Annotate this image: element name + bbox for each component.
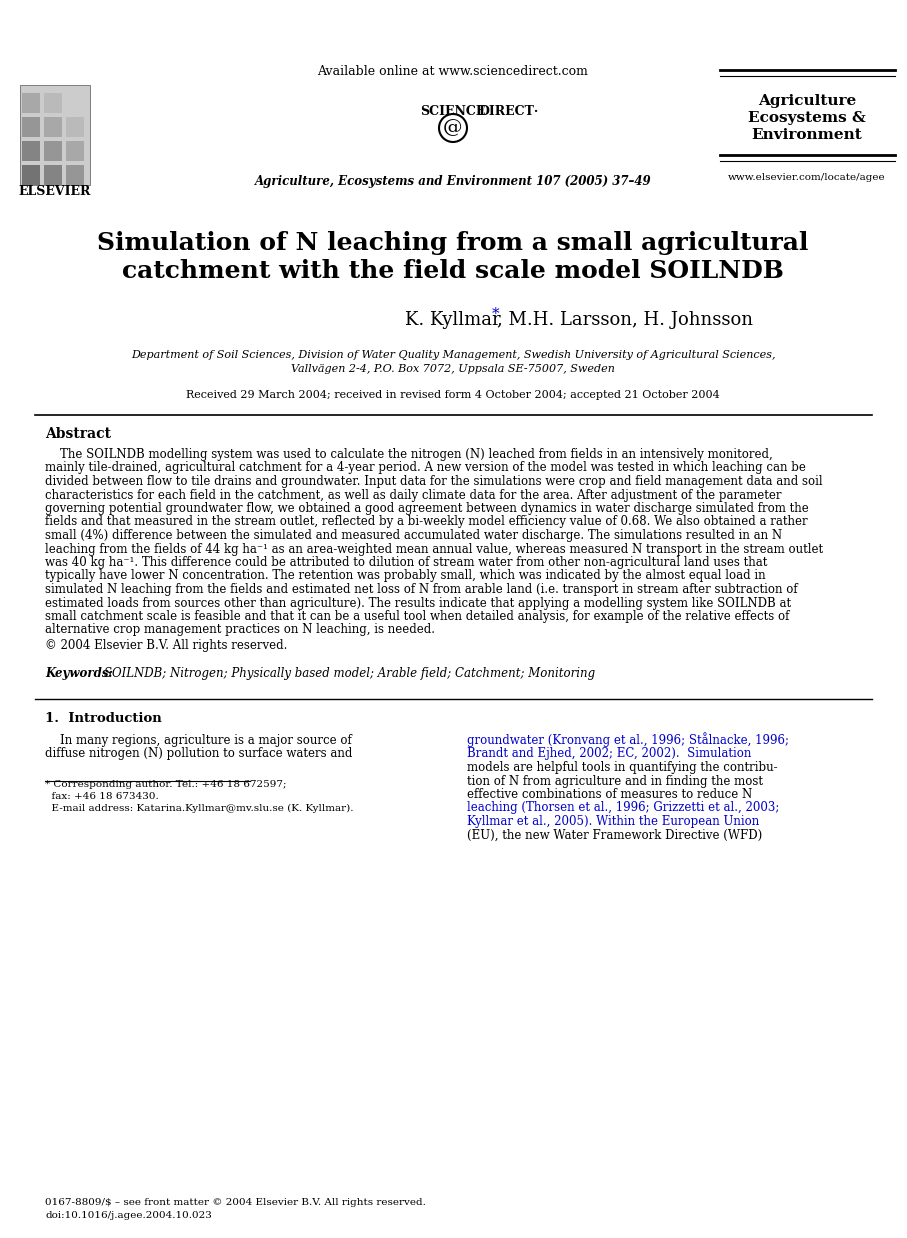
Text: simulated N leaching from the fields and estimated net loss of N from arable lan: simulated N leaching from the fields and… [45, 583, 797, 595]
Text: (EU), the new Water Framework Directive (WFD): (EU), the new Water Framework Directive … [467, 828, 762, 842]
Text: Environment: Environment [752, 128, 863, 142]
Bar [66, 118, 84, 137]
Text: 1.  Introduction: 1. Introduction [45, 712, 161, 725]
Text: models are helpful tools in quantifying the contribu-: models are helpful tools in quantifying … [467, 761, 777, 774]
Text: effective combinations of measures to reduce N: effective combinations of measures to re… [467, 789, 752, 801]
Text: Brandt and Ejhed, 2002; EC, 2002).  Simulation: Brandt and Ejhed, 2002; EC, 2002). Simul… [467, 748, 751, 760]
Text: characteristics for each field in the catchment, as well as daily climate data f: characteristics for each field in the ca… [45, 489, 782, 501]
Text: small (4%) difference between the simulated and measured accumulated water disch: small (4%) difference between the simula… [45, 529, 782, 542]
Text: K. Kyllmar: K. Kyllmar [405, 311, 501, 329]
Text: The SOILNDB modelling system was used to calculate the nitrogen (N) leached from: The SOILNDB modelling system was used to… [45, 448, 773, 461]
Bar [44, 141, 62, 161]
Text: Agriculture: Agriculture [758, 94, 856, 108]
Text: was 40 kg ha⁻¹. This difference could be attributed to dilution of stream water : was 40 kg ha⁻¹. This difference could be… [45, 556, 767, 569]
Text: tion of N from agriculture and in finding the most: tion of N from agriculture and in findin… [467, 775, 763, 787]
Text: governing potential groundwater flow, we obtained a good agreement between dynam: governing potential groundwater flow, we… [45, 501, 809, 515]
Text: small catchment scale is feasible and that it can be a useful tool when detailed: small catchment scale is feasible and th… [45, 610, 789, 623]
Text: divided between flow to tile drains and groundwater. Input data for the simulati: divided between flow to tile drains and … [45, 475, 823, 488]
Text: Department of Soil Sciences, Division of Water Quality Management, Swedish Unive: Department of Soil Sciences, Division of… [131, 350, 775, 360]
Text: DIRECT·: DIRECT· [478, 105, 538, 118]
Text: fax: +46 18 673430.: fax: +46 18 673430. [45, 792, 159, 801]
Text: typically have lower N concentration. The retention was probably small, which wa: typically have lower N concentration. Th… [45, 569, 766, 583]
Text: estimated loads from sources other than agriculture). The results indicate that : estimated loads from sources other than … [45, 597, 791, 609]
Bar [22, 141, 40, 161]
Text: groundwater (Kronvang et al., 1996; Stålnacke, 1996;: groundwater (Kronvang et al., 1996; Stål… [467, 732, 789, 747]
Bar [22, 93, 40, 113]
Bar [44, 93, 62, 113]
Text: Received 29 March 2004; received in revised form 4 October 2004; accepted 21 Oct: Received 29 March 2004; received in revi… [186, 390, 720, 400]
Text: leaching (Thorsen et al., 1996; Grizzetti et al., 2003;: leaching (Thorsen et al., 1996; Grizzett… [467, 801, 779, 815]
Text: Ecosystems &: Ecosystems & [748, 111, 866, 125]
Text: ELSEVIER: ELSEVIER [19, 184, 92, 198]
Bar [22, 118, 40, 137]
Bar [20, 85, 90, 184]
Text: diffuse nitrogen (N) pollution to surface waters and: diffuse nitrogen (N) pollution to surfac… [45, 748, 353, 760]
Text: 0167-8809/$ – see front matter © 2004 Elsevier B.V. All rights reserved.: 0167-8809/$ – see front matter © 2004 El… [45, 1198, 426, 1207]
Text: E-mail address: Katarina.Kyllmar@mv.slu.se (K. Kyllmar).: E-mail address: Katarina.Kyllmar@mv.slu.… [45, 803, 354, 813]
Text: alternative crop management practices on N leaching, is needed.: alternative crop management practices on… [45, 624, 435, 636]
Bar [66, 165, 84, 184]
Text: Abstract: Abstract [45, 427, 111, 441]
Bar [66, 93, 84, 113]
Text: , M.H. Larsson, H. Johnsson: , M.H. Larsson, H. Johnsson [497, 311, 753, 329]
Text: SCIENCE: SCIENCE [420, 105, 485, 118]
Text: doi:10.1016/j.agee.2004.10.023: doi:10.1016/j.agee.2004.10.023 [45, 1211, 212, 1219]
Bar [22, 165, 40, 184]
Text: leaching from the fields of 44 kg ha⁻¹ as an area-weighted mean annual value, wh: leaching from the fields of 44 kg ha⁻¹ a… [45, 542, 824, 556]
Text: * Corresponding author. Tel.: +46 18 672597;: * Corresponding author. Tel.: +46 18 672… [45, 780, 287, 789]
Text: www.elsevier.com/locate/agee: www.elsevier.com/locate/agee [728, 173, 886, 182]
Text: @: @ [444, 119, 463, 137]
Text: catchment with the field scale model SOILNDB: catchment with the field scale model SOI… [122, 259, 784, 284]
Text: mainly tile-drained, agricultural catchment for a 4-year period. A new version o: mainly tile-drained, agricultural catchm… [45, 462, 806, 474]
Bar [44, 165, 62, 184]
Text: *: * [492, 307, 500, 321]
Text: fields and that measured in the stream outlet, reflected by a bi-weekly model ef: fields and that measured in the stream o… [45, 515, 807, 529]
Bar [44, 118, 62, 137]
Text: Simulation of N leaching from a small agricultural: Simulation of N leaching from a small ag… [97, 232, 809, 255]
Text: © 2004 Elsevier B.V. All rights reserved.: © 2004 Elsevier B.V. All rights reserved… [45, 639, 288, 652]
Text: SOILNDB; Nitrogen; Physically based model; Arable field; Catchment; Monitoring: SOILNDB; Nitrogen; Physically based mode… [104, 667, 595, 680]
Text: Kyllmar et al., 2005). Within the European Union: Kyllmar et al., 2005). Within the Europe… [467, 815, 759, 828]
Text: In many regions, agriculture is a major source of: In many regions, agriculture is a major … [45, 734, 352, 747]
Text: Keywords:: Keywords: [45, 667, 112, 680]
Bar [66, 141, 84, 161]
Text: Agriculture, Ecosystems and Environment 107 (2005) 37–49: Agriculture, Ecosystems and Environment … [255, 175, 651, 188]
Text: Vallvägen 2-4, P.O. Box 7072, Uppsala SE-75007, Sweden: Vallvägen 2-4, P.O. Box 7072, Uppsala SE… [291, 364, 615, 374]
Text: Available online at www.sciencedirect.com: Available online at www.sciencedirect.co… [317, 66, 589, 78]
